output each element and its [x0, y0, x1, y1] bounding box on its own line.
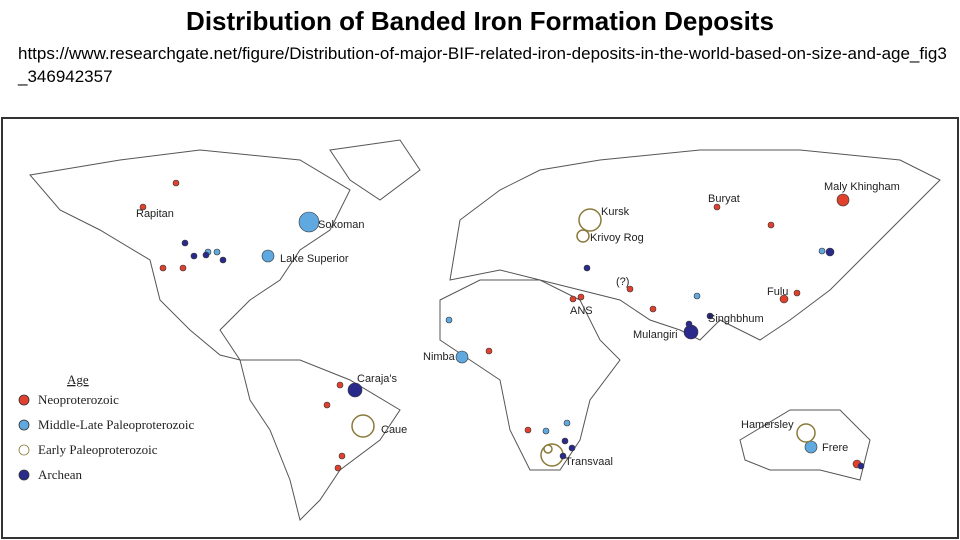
place-label: Caue — [381, 424, 407, 436]
deposit — [561, 437, 569, 445]
deposit — [298, 211, 320, 233]
deposit — [455, 350, 469, 364]
place-label: Caraja's — [357, 373, 398, 385]
deposit — [542, 427, 550, 435]
deposit — [577, 293, 585, 301]
place-label: ANS — [570, 305, 593, 317]
title: Distribution of Banded Iron Formation De… — [186, 6, 774, 36]
place-label: Nimba — [423, 351, 456, 363]
deposit — [336, 381, 344, 389]
eurasia — [449, 149, 941, 341]
place-label: Maly Khingham — [824, 181, 900, 193]
deposit — [213, 248, 221, 256]
deposit — [693, 292, 701, 300]
north-america — [29, 149, 351, 361]
deposit — [578, 208, 602, 232]
place-label: Rapitan — [136, 208, 174, 220]
place-label: Lake Superior — [280, 253, 349, 265]
legend-label: Archean — [38, 467, 83, 482]
place-label: Mulangiri — [633, 329, 678, 341]
deposit — [323, 401, 331, 409]
deposit — [576, 229, 590, 243]
place-label: Fulu — [767, 286, 788, 298]
legend-label: Early Paleoproterozoic — [38, 442, 158, 457]
deposit — [139, 203, 147, 211]
deposit — [857, 462, 865, 470]
place-label: Kursk — [601, 206, 630, 218]
deposit — [172, 179, 180, 187]
continents — [29, 139, 941, 521]
deposit — [261, 249, 275, 263]
place-label: Singhbhum — [708, 313, 764, 325]
place-label: (?) — [616, 276, 629, 288]
legend-title: Age — [67, 372, 89, 387]
deposit — [219, 256, 227, 264]
deposit — [334, 464, 342, 472]
greenland — [329, 139, 421, 201]
deposit — [683, 324, 699, 340]
deposit — [569, 295, 577, 303]
legend-marker — [18, 444, 30, 456]
place-label: Frere — [822, 442, 848, 454]
australia — [739, 409, 871, 481]
deposit — [583, 264, 591, 272]
deposit — [543, 444, 553, 454]
africa — [439, 279, 621, 471]
deposit — [524, 426, 532, 434]
deposit — [626, 285, 634, 293]
legend-marker — [18, 394, 30, 406]
deposit — [179, 264, 187, 272]
deposit — [796, 423, 816, 443]
deposit — [202, 251, 210, 259]
legend-marker — [18, 469, 30, 481]
place-label: Krivoy Rog — [590, 232, 644, 244]
deposit — [445, 316, 453, 324]
source-url: https://www.researchgate.net/figure/Dist… — [18, 44, 947, 86]
place-label: Buryat — [708, 193, 740, 205]
deposit — [568, 444, 576, 452]
deposit — [713, 203, 721, 211]
deposit — [563, 419, 571, 427]
deposit — [559, 452, 567, 460]
deposit — [181, 239, 189, 247]
legend-box — [10, 365, 230, 495]
deposit — [649, 305, 657, 313]
legend-label: Neoproterozoic — [38, 392, 119, 407]
legend-marker — [18, 419, 30, 431]
legend-label: Middle-Late Paleoproterozoic — [38, 417, 195, 432]
deposit — [836, 193, 850, 207]
south-america — [239, 359, 401, 521]
deposit — [351, 414, 375, 438]
deposit — [825, 247, 835, 257]
deposit — [706, 312, 714, 320]
deposit — [804, 440, 818, 454]
place-label: Hamersley — [741, 419, 794, 431]
deposit — [159, 264, 167, 272]
place-label: Sokoman — [318, 219, 364, 231]
deposit — [190, 252, 198, 260]
deposit — [793, 289, 801, 297]
deposit — [685, 320, 693, 328]
place-label: Transvaal — [565, 456, 613, 468]
deposit — [347, 382, 363, 398]
deposit — [338, 452, 346, 460]
deposit — [485, 347, 493, 355]
deposit — [818, 247, 826, 255]
deposit — [767, 221, 775, 229]
deposit — [779, 294, 789, 304]
